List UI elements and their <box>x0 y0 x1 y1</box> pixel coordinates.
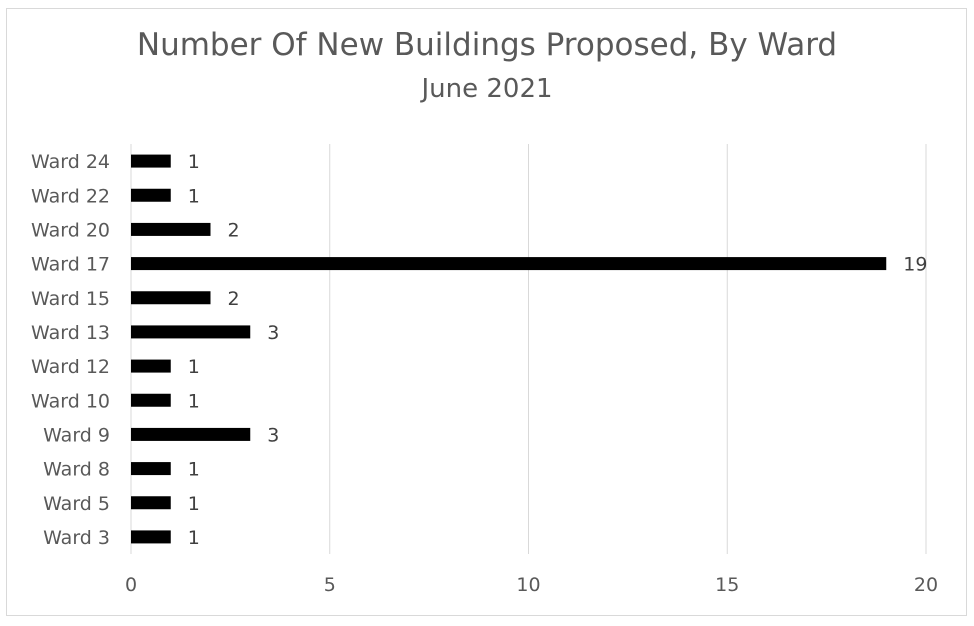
category-label: Ward 24 <box>31 151 110 173</box>
x-tick-label: 20 <box>914 574 938 596</box>
bar <box>131 188 171 202</box>
data-label: 3 <box>267 322 279 344</box>
bar <box>131 257 887 271</box>
bar <box>131 393 171 407</box>
category-label: Ward 15 <box>31 288 110 310</box>
bar <box>131 462 171 476</box>
category-label: Ward 20 <box>31 219 110 241</box>
category-label: Ward 5 <box>43 493 110 515</box>
chart-subtitle: June 2021 <box>421 74 553 104</box>
bar <box>131 496 171 510</box>
data-label: 2 <box>228 219 240 241</box>
category-label: Ward 9 <box>43 424 110 446</box>
bar <box>131 222 211 236</box>
category-label: Ward 17 <box>31 254 110 276</box>
data-label: 3 <box>267 424 279 446</box>
bar <box>131 291 211 305</box>
category-label: Ward 13 <box>31 322 110 344</box>
data-label: 1 <box>188 527 200 549</box>
data-label: 2 <box>228 288 240 310</box>
bar <box>131 154 171 168</box>
x-tick-label: 10 <box>516 574 540 596</box>
x-tick-label: 15 <box>715 574 739 596</box>
data-label: 1 <box>188 356 200 378</box>
bar <box>131 427 251 441</box>
chart-area <box>6 8 967 616</box>
data-label: 1 <box>188 151 200 173</box>
x-tick-label: 5 <box>324 574 336 596</box>
data-label: 1 <box>188 390 200 412</box>
category-label: Ward 8 <box>43 459 110 481</box>
category-label: Ward 12 <box>31 356 110 378</box>
data-label: 1 <box>188 493 200 515</box>
x-tick-label: 0 <box>125 574 137 596</box>
category-label: Ward 10 <box>31 390 110 412</box>
bar <box>131 530 171 544</box>
category-label: Ward 22 <box>31 185 110 207</box>
bar <box>131 359 171 373</box>
chart-title: Number Of New Buildings Proposed, By War… <box>136 27 838 63</box>
data-label: 19 <box>903 254 927 276</box>
data-label: 1 <box>188 185 200 207</box>
category-label: Ward 3 <box>43 527 110 549</box>
data-label: 1 <box>188 459 200 481</box>
bar <box>131 325 251 339</box>
